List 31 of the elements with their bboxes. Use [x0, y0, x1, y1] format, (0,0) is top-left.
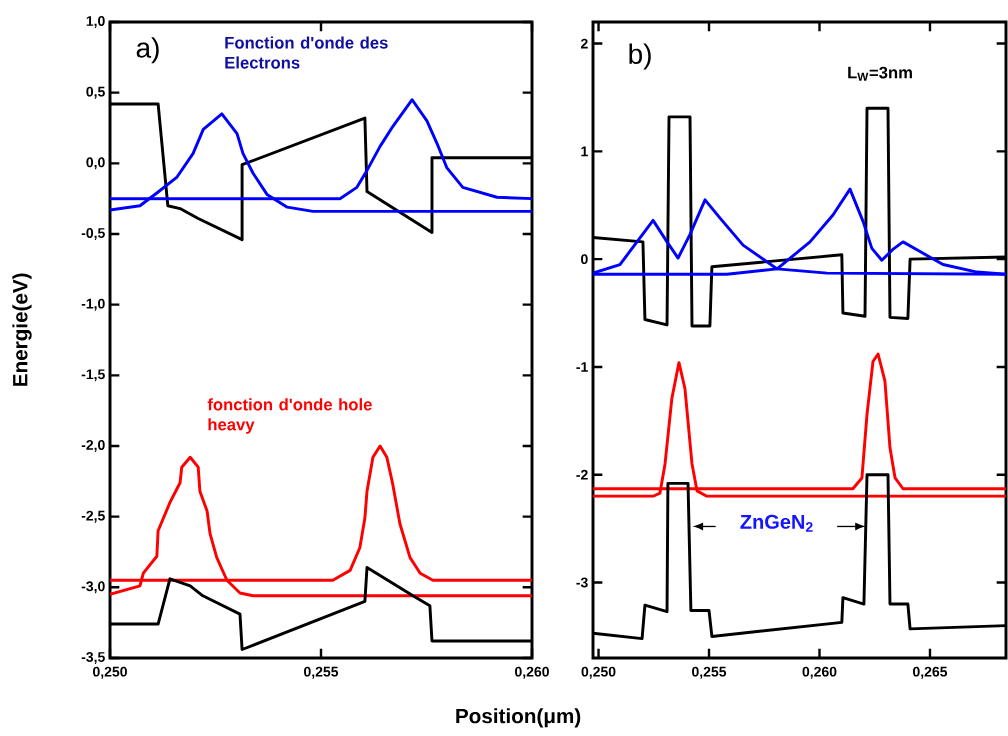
annotation: a): [136, 37, 159, 64]
y-tick-label: -1: [576, 362, 588, 372]
y-tick-label: -0,5: [81, 228, 105, 240]
y-tick-label: 0,0: [86, 157, 105, 170]
y-tick-label: 0: [581, 254, 588, 265]
annotation: L$_{W}$=3nm: [848, 66, 912, 81]
y-tick-label: 0,5: [86, 86, 105, 99]
annotation: Fonction d'onde des Electrons: [225, 36, 388, 69]
annotation: ZnGeN$_{2}$: [740, 514, 813, 532]
y-tick-label: -2,5: [81, 510, 105, 523]
x-tick-label: 0,265: [913, 666, 948, 679]
y-tick-label: -3: [576, 577, 588, 588]
y-tick-label: -3,0: [81, 581, 105, 594]
y-tick-label: -1,0: [81, 298, 105, 311]
x-tick-label: 0,260: [802, 666, 837, 679]
y-tick-label: -2: [576, 469, 588, 480]
x-tick-label: 0,250: [93, 666, 127, 679]
x-tick-label: 0,260: [515, 666, 549, 679]
x-tick-label: 0,250: [581, 666, 616, 679]
x-tick-label: 0,255: [304, 666, 339, 679]
y-tick-label: -2,0: [81, 440, 105, 452]
x-axis-title: Position(μm): [456, 708, 581, 728]
y-tick-label: 2: [580, 38, 588, 49]
y-axis-title: Energie(eV): [12, 273, 32, 386]
y-tick-label: 1,0: [86, 16, 105, 28]
y-tick-label: 1: [581, 146, 588, 157]
y-tick-label: -1,5: [81, 369, 105, 382]
y-tick-label: -3,5: [81, 652, 105, 664]
x-tick-label: 0,255: [692, 666, 727, 679]
annotation: fonction d'onde hole heavy: [207, 398, 372, 434]
annotation: b): [629, 43, 651, 70]
